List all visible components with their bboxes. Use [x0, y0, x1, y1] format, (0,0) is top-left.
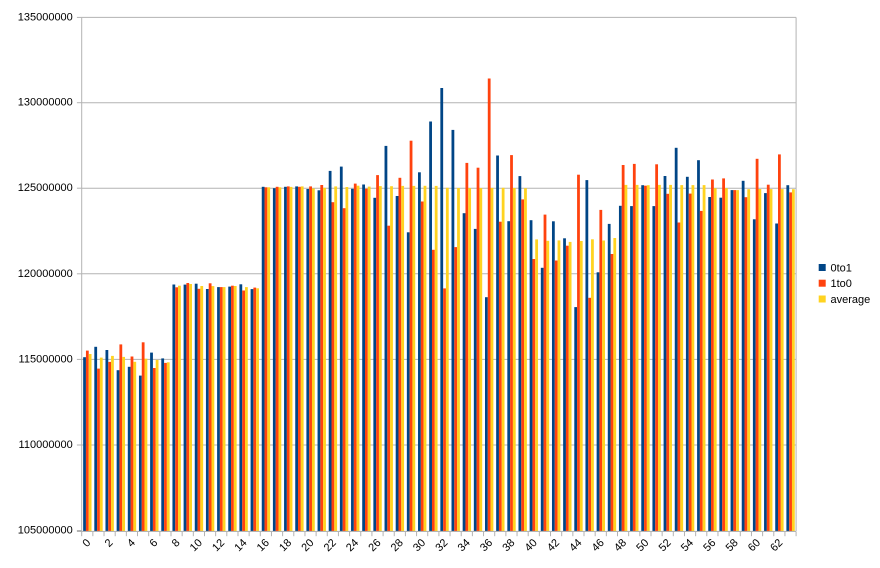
- svg-text:115000000: 115000000: [19, 353, 73, 365]
- svg-text:1to0: 1to0: [831, 278, 852, 290]
- svg-text:105000000: 105000000: [18, 525, 73, 537]
- svg-text:110000000: 110000000: [19, 439, 73, 451]
- svg-text:135000000: 135000000: [18, 11, 73, 23]
- svg-text:120000000: 120000000: [18, 268, 73, 280]
- svg-text:0to1: 0to1: [831, 263, 852, 275]
- svg-text:average: average: [831, 294, 871, 306]
- svg-text:130000000: 130000000: [18, 97, 73, 109]
- svg-text:125000000: 125000000: [18, 182, 73, 194]
